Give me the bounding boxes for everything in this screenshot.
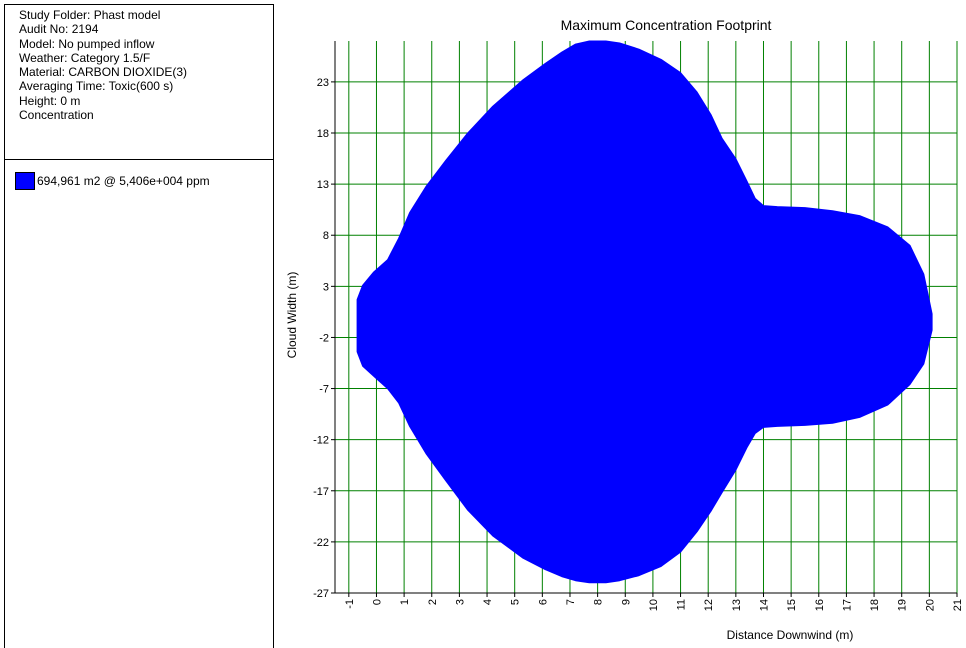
x-tick-label: 13: [731, 599, 743, 611]
x-tick-label: 16: [814, 599, 826, 611]
x-tick-label: 6: [537, 599, 549, 605]
y-tick-label: -7: [319, 384, 329, 396]
y-tick-label: 18: [317, 128, 329, 140]
x-tick-label: 0: [371, 599, 383, 605]
y-tick-label: 3: [323, 281, 329, 293]
x-tick-label: 20: [924, 599, 936, 611]
y-tick-label: 13: [317, 179, 329, 191]
y-axis-label: Cloud Width (m): [285, 272, 299, 359]
x-tick-label: 17: [841, 599, 853, 611]
footprint-chart: Maximum Concentration Footprint -1 0 1 2 3 4 5…: [285, 17, 964, 642]
x-tick-label: 2: [427, 599, 439, 605]
legend-entry: 694,961 m2 @ 5,406e+004 ppm: [15, 172, 273, 190]
y-tick-label: -2: [319, 332, 329, 344]
x-tick-label: 4: [482, 599, 494, 605]
x-tick-label: 3: [454, 599, 466, 605]
study-folder-text: Study Folder: Phast model: [19, 8, 161, 22]
x-tick-label: 11: [676, 599, 688, 610]
y-tick-label: -17: [313, 486, 329, 498]
x-tick-label: 1: [399, 599, 411, 605]
y-tick-label: -12: [313, 435, 329, 447]
y-tick-label: -22: [313, 537, 329, 549]
model-text: Model: No pumped inflow: [19, 36, 155, 51]
x-tick-label: 7: [565, 599, 577, 605]
x-tick-label: 15: [786, 599, 798, 611]
x-tick-label: 10: [648, 599, 660, 611]
study-info: Study Folder: Phast model Audit No: 2194…: [5, 5, 273, 160]
concentration-footprint: [356, 40, 933, 584]
legend: 694,961 m2 @ 5,406e+004 ppm: [5, 160, 273, 190]
x-tick-label: 19: [897, 599, 909, 611]
x-tick-label: 9: [620, 599, 632, 605]
y-tick-label: 8: [323, 230, 329, 242]
y-axis-ticks: 23 18 13 8 3 -2 -7 -12 -17 -22 -27: [313, 77, 335, 600]
y-tick-label: 23: [317, 77, 329, 89]
x-tick-label: 12: [703, 599, 715, 611]
x-axis-ticks: -1 0 1 2 3 4 5 6 7 8 9 10 11 12 13 14 15 16 17 18 19 20 21: [344, 593, 964, 611]
height-text: Height: 0 m: [19, 93, 81, 108]
averaging-time-text: Averaging Time: Toxic(600 s): [19, 79, 174, 94]
material-text: Material: CARBON DIOXIDE(3): [19, 65, 188, 80]
x-tick-label: 8: [593, 599, 605, 605]
legend-label: 694,961 m2 @ 5,406e+004 ppm: [37, 174, 210, 188]
x-tick-label: -1: [344, 599, 356, 609]
audit-no-text: Audit No: 2194: [19, 22, 99, 37]
x-tick-label: 21: [952, 599, 964, 611]
concentration-heading: Concentration: [19, 108, 94, 123]
x-tick-label: 18: [869, 599, 881, 611]
x-tick-label: 5: [510, 599, 522, 605]
chart-title: Maximum Concentration Footprint: [561, 17, 772, 33]
weather-text: Weather: Category 1.5/F: [19, 50, 151, 65]
legend-swatch: [15, 172, 35, 190]
x-tick-label: 14: [758, 599, 770, 611]
info-panel: Study Folder: Phast model Audit No: 2194…: [4, 4, 274, 648]
y-tick-label: -27: [313, 588, 329, 600]
x-axis-label: Distance Downwind (m): [727, 628, 854, 642]
